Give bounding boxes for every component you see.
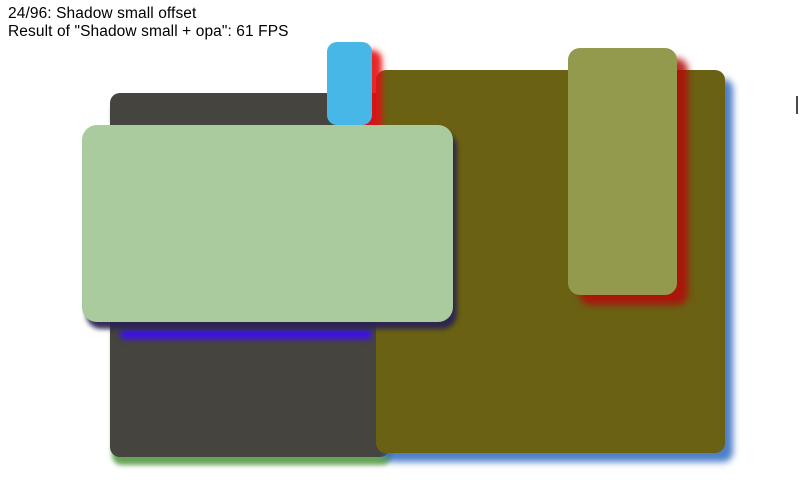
test-result-label: Result of "Shadow small + opa": 61 FPS [8,23,289,40]
rect-sky-blue-small [327,42,372,125]
benchmark-status-text: 24/96: Shadow small offset Result of "Sh… [8,5,289,41]
shadow-band-blue-violet [120,330,372,339]
rect-khaki [568,48,677,295]
test-progress-label: 24/96: Shadow small offset [8,5,197,22]
offscreen-rect-edge [796,96,798,114]
rect-sage-green [82,125,453,322]
